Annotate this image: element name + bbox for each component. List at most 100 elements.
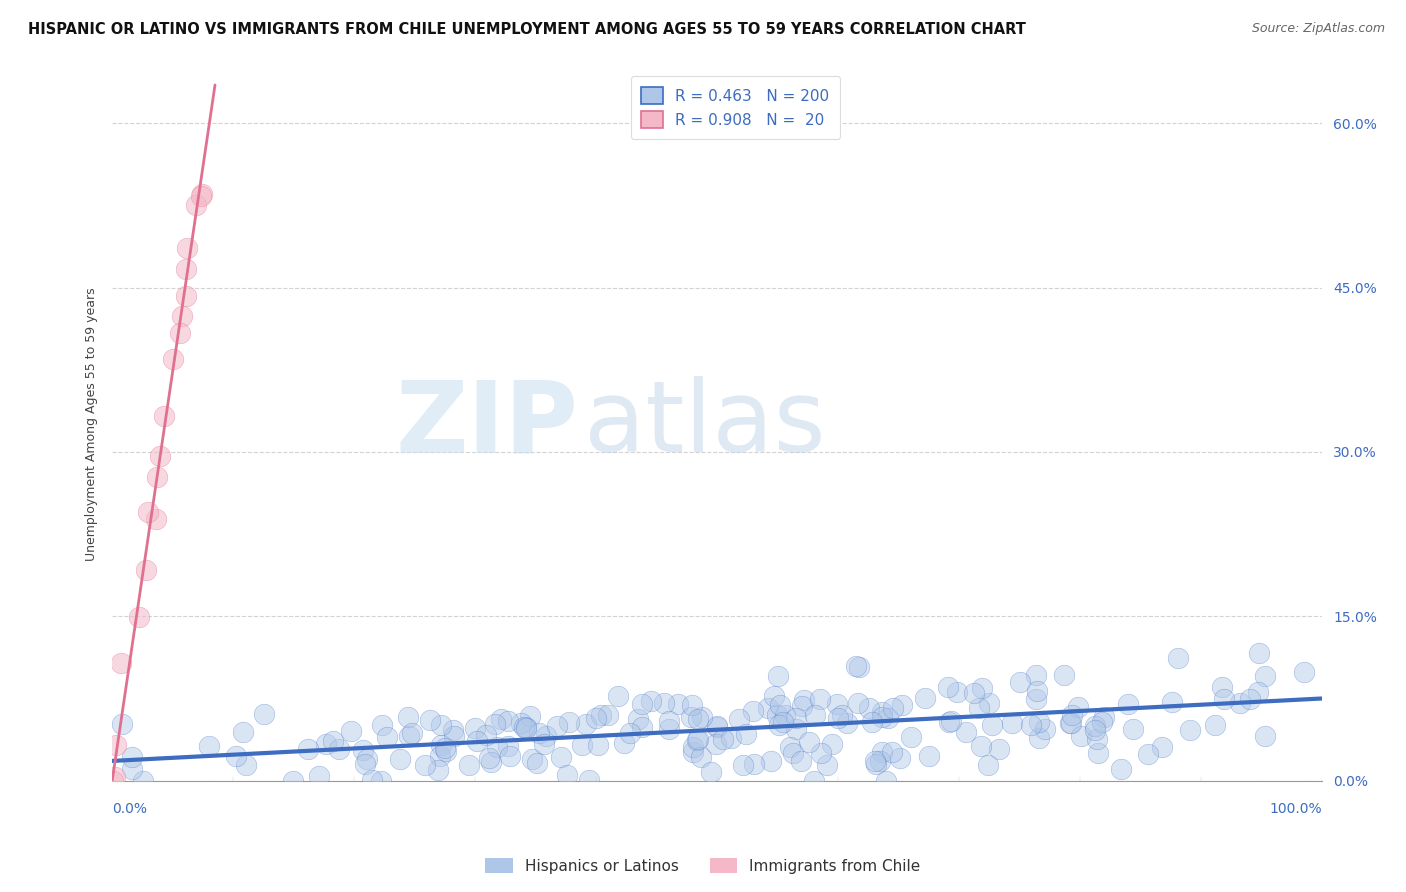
Point — [785, 711, 807, 725]
Point — [479, 755, 502, 769]
Text: atlas: atlas — [583, 376, 825, 473]
Point — [297, 741, 319, 756]
Point — [429, 749, 451, 764]
Point — [315, 737, 337, 751]
Point — [979, 696, 1001, 710]
Point — [631, 720, 654, 734]
Point — [862, 714, 884, 729]
Point — [1211, 680, 1233, 694]
Point — [1239, 692, 1261, 706]
Point — [1254, 669, 1277, 683]
Point — [1161, 695, 1184, 709]
Point — [756, 700, 779, 714]
Point — [149, 449, 172, 463]
Point — [779, 739, 801, 754]
Point — [1109, 762, 1132, 776]
Point — [375, 730, 398, 744]
Point — [1025, 668, 1047, 682]
Point — [1204, 718, 1226, 732]
Text: 0.0%: 0.0% — [112, 802, 148, 815]
Point — [1092, 710, 1115, 724]
Point — [534, 729, 557, 743]
Point — [170, 310, 193, 324]
Point — [430, 738, 453, 752]
Point — [427, 763, 450, 777]
Point — [987, 742, 1010, 756]
Point — [1000, 715, 1022, 730]
Point — [977, 757, 1000, 772]
Point — [136, 505, 159, 519]
Point — [846, 696, 869, 710]
Point — [706, 719, 728, 733]
Point — [938, 715, 960, 730]
Point — [1025, 683, 1047, 698]
Point — [773, 708, 796, 723]
Point — [658, 722, 681, 736]
Point — [762, 689, 785, 703]
Point — [190, 189, 212, 203]
Point — [981, 718, 1004, 732]
Point — [914, 690, 936, 705]
Point — [772, 714, 794, 729]
Point — [443, 723, 465, 737]
Point — [666, 697, 689, 711]
Point — [186, 198, 208, 212]
Point — [1150, 740, 1173, 755]
Point — [803, 707, 825, 722]
Point — [877, 711, 900, 725]
Point — [1229, 696, 1251, 710]
Point — [1247, 647, 1270, 661]
Point — [575, 717, 598, 731]
Point — [872, 705, 894, 719]
Point — [704, 737, 727, 751]
Point — [443, 729, 465, 743]
Point — [571, 738, 593, 752]
Point — [1116, 697, 1139, 711]
Point — [810, 746, 832, 760]
Point — [606, 689, 628, 703]
Point — [1084, 719, 1107, 733]
Point — [759, 755, 782, 769]
Point — [352, 743, 374, 757]
Point — [970, 739, 993, 754]
Point — [918, 748, 941, 763]
Text: 100.0%: 100.0% — [1270, 802, 1322, 815]
Point — [769, 698, 792, 713]
Point — [419, 713, 441, 727]
Point — [682, 739, 704, 754]
Point — [1167, 651, 1189, 665]
Point — [401, 726, 423, 740]
Point — [875, 773, 897, 788]
Point — [558, 715, 581, 730]
Point — [135, 563, 157, 577]
Point — [146, 470, 169, 484]
Point — [162, 351, 184, 366]
Point — [890, 698, 912, 713]
Point — [882, 700, 904, 714]
Point — [465, 734, 488, 748]
Point — [496, 714, 519, 729]
Point — [370, 773, 392, 788]
Point — [835, 716, 858, 731]
Point — [555, 768, 578, 782]
Text: Source: ZipAtlas.com: Source: ZipAtlas.com — [1251, 22, 1385, 36]
Point — [882, 746, 904, 760]
Point — [1019, 718, 1042, 732]
Point — [946, 684, 969, 698]
Point — [235, 758, 257, 772]
Point — [413, 758, 436, 772]
Point — [589, 707, 612, 722]
Point — [328, 741, 350, 756]
Point — [308, 769, 330, 783]
Point — [1028, 714, 1050, 729]
Point — [803, 773, 825, 788]
Point — [825, 697, 848, 711]
Point — [1087, 746, 1109, 760]
Point — [529, 726, 551, 740]
Point — [585, 711, 607, 725]
Point — [793, 692, 815, 706]
Point — [1033, 723, 1056, 737]
Point — [457, 758, 479, 772]
Point — [955, 724, 977, 739]
Point — [1122, 722, 1144, 736]
